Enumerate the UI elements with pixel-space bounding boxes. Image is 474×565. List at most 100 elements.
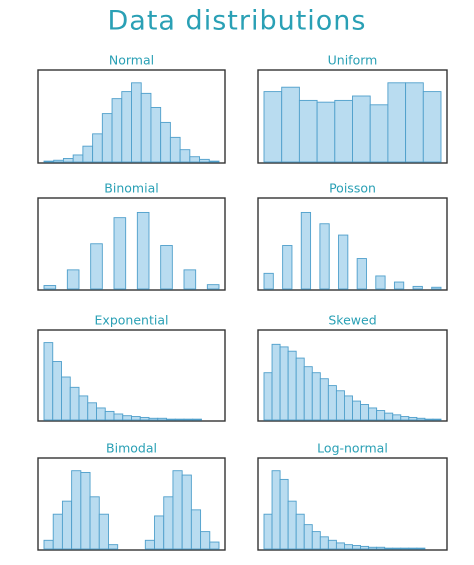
bar bbox=[82, 145, 94, 163]
bar bbox=[344, 544, 353, 550]
bar bbox=[400, 416, 410, 421]
bar bbox=[356, 258, 367, 290]
bar bbox=[183, 418, 194, 421]
bar bbox=[209, 541, 220, 550]
bar bbox=[78, 395, 89, 421]
bar bbox=[139, 416, 150, 421]
bar bbox=[80, 471, 91, 550]
bar bbox=[392, 414, 402, 421]
bar bbox=[311, 372, 321, 421]
bar bbox=[384, 412, 394, 421]
bar bbox=[263, 513, 273, 550]
bar bbox=[66, 269, 80, 290]
bar bbox=[316, 101, 336, 163]
bar bbox=[43, 160, 55, 163]
bar bbox=[189, 156, 201, 163]
bar bbox=[62, 158, 74, 163]
bar bbox=[71, 470, 82, 550]
bar bbox=[375, 275, 386, 290]
bar bbox=[335, 542, 345, 550]
bar bbox=[157, 417, 167, 421]
bar bbox=[43, 285, 57, 290]
bar bbox=[279, 478, 289, 550]
bar bbox=[52, 513, 63, 550]
bar bbox=[405, 82, 424, 163]
bar bbox=[369, 104, 389, 163]
bar bbox=[154, 515, 165, 550]
bar bbox=[287, 500, 297, 550]
bar bbox=[131, 416, 141, 421]
bar bbox=[271, 343, 281, 421]
bar bbox=[416, 417, 426, 421]
bar bbox=[208, 160, 220, 163]
bar bbox=[92, 133, 103, 163]
bar bbox=[169, 136, 181, 163]
chart-frame bbox=[37, 197, 226, 291]
bar bbox=[300, 211, 312, 290]
chart-title: Binomial bbox=[104, 181, 158, 196]
bar bbox=[69, 386, 80, 421]
bar bbox=[279, 346, 289, 421]
bar bbox=[327, 539, 337, 550]
bar bbox=[360, 404, 370, 421]
bar bbox=[298, 99, 318, 163]
bar bbox=[400, 547, 410, 550]
bar bbox=[416, 547, 426, 550]
bar bbox=[287, 350, 297, 421]
bar bbox=[303, 366, 313, 421]
bar bbox=[368, 546, 378, 550]
bar bbox=[166, 418, 176, 421]
bar bbox=[108, 544, 119, 550]
bar bbox=[422, 91, 442, 163]
bar bbox=[352, 95, 371, 163]
bar bbox=[160, 245, 173, 290]
bar bbox=[190, 509, 202, 550]
chart-title: Normal bbox=[109, 53, 154, 68]
bar bbox=[144, 539, 155, 550]
bar bbox=[113, 413, 124, 421]
bar bbox=[90, 243, 103, 290]
bar bbox=[384, 547, 394, 550]
bar bbox=[360, 545, 370, 550]
bar bbox=[431, 286, 442, 290]
bar bbox=[140, 92, 152, 163]
bar bbox=[98, 513, 109, 550]
bar bbox=[206, 284, 220, 290]
bar bbox=[136, 211, 150, 290]
bar bbox=[412, 285, 423, 290]
bar bbox=[89, 496, 100, 550]
bar bbox=[263, 372, 273, 421]
bar bbox=[101, 113, 113, 163]
bar bbox=[53, 159, 64, 163]
bar bbox=[393, 281, 405, 290]
bar bbox=[43, 539, 54, 550]
bar bbox=[111, 98, 123, 163]
bar bbox=[368, 407, 378, 421]
bar bbox=[319, 536, 329, 550]
bar bbox=[163, 496, 174, 550]
bar bbox=[113, 217, 127, 290]
bar bbox=[183, 269, 197, 290]
bar bbox=[148, 417, 159, 421]
bar bbox=[263, 91, 283, 163]
bar bbox=[408, 416, 418, 421]
bar bbox=[87, 402, 97, 421]
bar bbox=[179, 149, 191, 163]
bar bbox=[181, 474, 192, 550]
bar bbox=[303, 524, 313, 550]
bar bbox=[424, 418, 434, 421]
bar bbox=[122, 415, 132, 421]
bar bbox=[52, 361, 62, 421]
bar bbox=[319, 223, 330, 290]
bar bbox=[282, 245, 293, 290]
bar bbox=[319, 378, 329, 421]
bar bbox=[376, 546, 386, 550]
bar bbox=[200, 531, 211, 550]
bar bbox=[172, 470, 183, 550]
bar bbox=[72, 154, 84, 163]
bar bbox=[263, 272, 274, 290]
figure-title: Data distributions bbox=[108, 6, 367, 37]
chart-title: Exponential bbox=[95, 313, 169, 328]
bar bbox=[121, 91, 132, 163]
